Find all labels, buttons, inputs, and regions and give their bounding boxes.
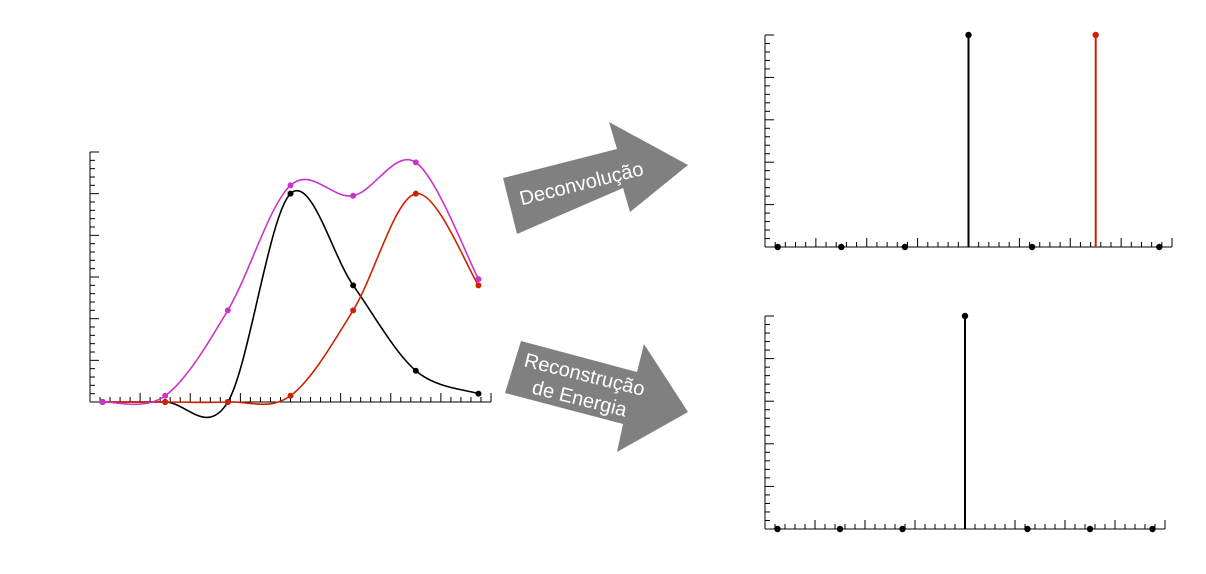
series-2-point [475, 276, 482, 283]
series-1-point [224, 399, 231, 405]
series-0-point [774, 243, 781, 251]
series-0-point [412, 367, 419, 374]
series-1-point [412, 190, 419, 197]
series-0-point [901, 243, 909, 251]
series-1-point [1092, 31, 1099, 39]
arrow-deconvolution: Deconvolução [503, 122, 688, 234]
series-0-point [1024, 525, 1031, 533]
arrow-energy-reconstruction-shape [505, 341, 688, 452]
arrow-energy-reconstruction: Reconstrução de Energia [505, 341, 688, 452]
series-0-curve [102, 190, 479, 419]
series-0-point [1028, 243, 1036, 251]
series-0-point [836, 525, 844, 533]
series-2-point [350, 192, 357, 199]
series-1-point [475, 282, 482, 289]
series-0-point [475, 390, 482, 397]
series-2-point [287, 182, 294, 189]
series-0-point [1156, 243, 1163, 251]
series-1-point [162, 399, 169, 405]
chart-energy-reconstruction-result [764, 312, 1166, 533]
series-0-point [1086, 525, 1094, 533]
series-1-point [350, 307, 357, 314]
series-0-point [350, 282, 357, 289]
series-0-point [774, 525, 781, 533]
series-0-point [287, 190, 294, 197]
series-0-point [961, 312, 969, 320]
chart-pulse-shapes [89, 151, 492, 419]
series-0-point [838, 243, 845, 251]
series-1-point [287, 392, 294, 399]
arrow-deconvolution-shape [503, 122, 688, 234]
series-1-curve [102, 192, 480, 406]
series-2-point [412, 159, 419, 166]
chart-deconvolution-result [764, 31, 1173, 251]
series-0-point [1149, 525, 1156, 533]
series-0-point [899, 525, 906, 533]
series-2-point [224, 307, 231, 314]
series-2-point [162, 392, 169, 399]
series-0-point [965, 31, 972, 39]
series-2-point [99, 399, 106, 405]
